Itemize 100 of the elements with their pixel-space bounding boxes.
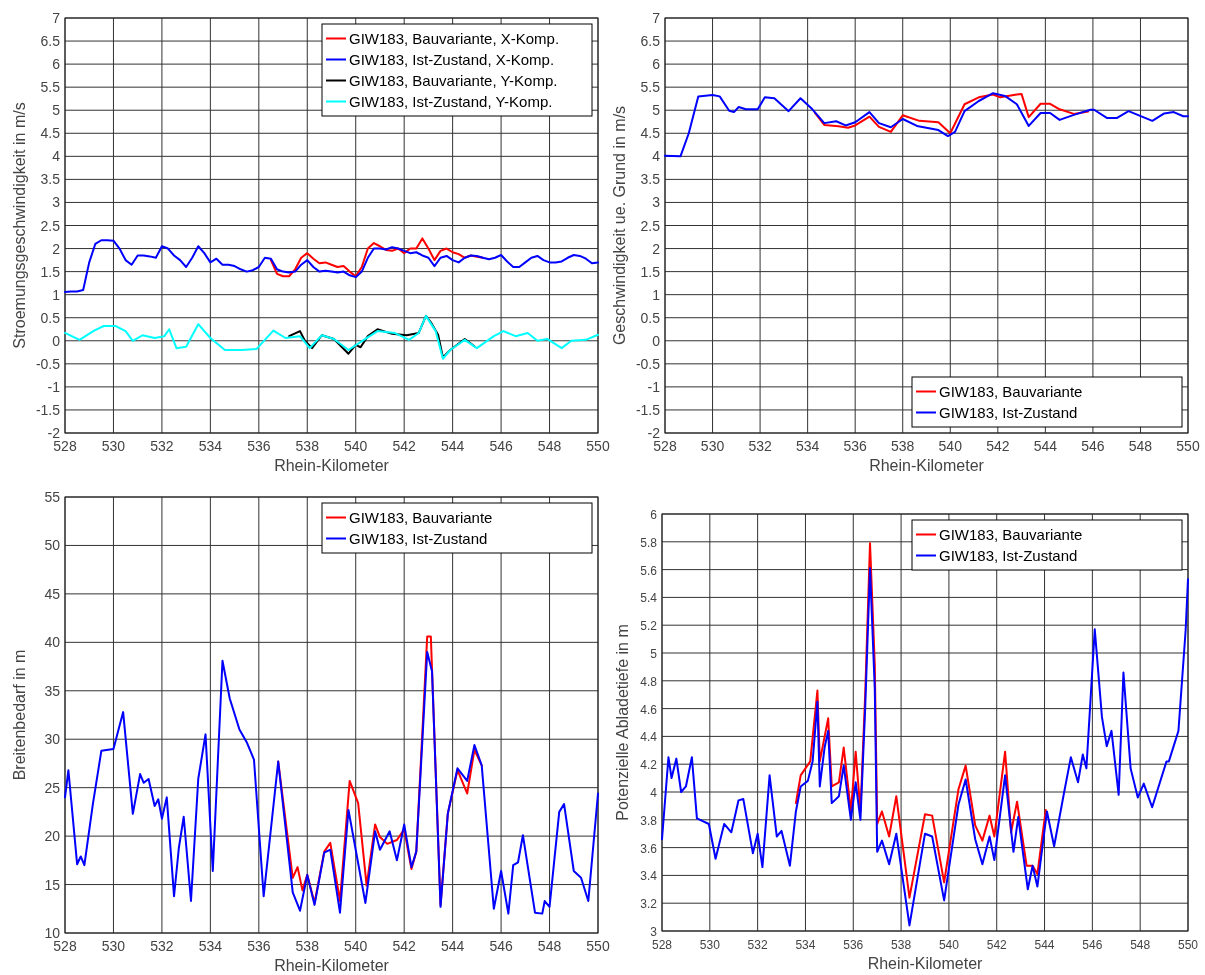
x-tick-label: 528 — [53, 438, 77, 454]
y-tick-label: 10 — [44, 925, 61, 941]
line-series — [664, 92, 1189, 158]
x-tick-label: 530 — [101, 438, 126, 454]
x-tick-label: 528 — [653, 438, 677, 454]
y-tick-label: 4.2 — [640, 758, 658, 773]
x-tick-label: 536 — [843, 438, 868, 454]
line-series — [64, 651, 599, 915]
x-tick-label: 542 — [392, 938, 417, 954]
line-series — [269, 237, 484, 278]
y-tick-label: 40 — [44, 634, 61, 651]
x-tick-label: 544 — [440, 938, 465, 954]
x-tick-label: 544 — [1034, 938, 1055, 952]
x-tick-label: 530 — [700, 438, 725, 454]
y-tick-label: 35 — [44, 682, 61, 699]
y-tick-label: 15 — [44, 876, 61, 893]
y-tick-label: 5.5 — [640, 79, 661, 96]
x-tick-label: 550 — [1177, 938, 1199, 952]
y-tick-label: 55 — [44, 489, 61, 505]
y-axis-title: Stroemungsgeschwindigkeit in m/s — [11, 102, 28, 349]
legend-label: GIW183, Bauvariante — [349, 508, 493, 526]
y-tick-label: 5 — [650, 647, 658, 661]
x-tick-label: 534 — [198, 438, 223, 454]
y-tick-label: 4 — [652, 148, 661, 165]
x-tick-label: 538 — [891, 938, 912, 952]
x-tick-label: 528 — [53, 938, 77, 954]
y-tick-label: 30 — [44, 731, 61, 748]
x-tick-label: 550 — [586, 438, 610, 454]
legend-label: GIW183, Ist-Zustand — [939, 546, 1078, 564]
x-tick-label: 548 — [1130, 938, 1151, 952]
x-tick-label: 540 — [938, 438, 963, 454]
y-tick-label: 6 — [52, 56, 61, 73]
x-tick-label: 546 — [489, 938, 513, 954]
y-tick-label: 5 — [52, 102, 61, 119]
y-tick-label: 0.5 — [40, 309, 61, 326]
x-axis-title: Rhein-Kilometer — [869, 457, 985, 474]
y-axis-title: Geschwindigkeit ue. Grund in m/s — [611, 105, 628, 346]
y-tick-label: 2 — [652, 240, 661, 257]
legend-label: GIW183, Bauvariante, Y-Komp. — [349, 71, 558, 89]
y-tick-label: 4.8 — [640, 674, 658, 689]
x-axis-title: Rhein-Kilometer — [274, 957, 390, 974]
x-tick-label: 542 — [986, 938, 1008, 952]
x-tick-label: 544 — [440, 438, 465, 454]
x-tick-label: 540 — [938, 938, 960, 952]
y-tick-label: 1.5 — [40, 263, 61, 280]
x-tick-label: 538 — [891, 438, 915, 454]
x-tick-label: 538 — [295, 938, 320, 954]
y-tick-label: 45 — [44, 585, 61, 602]
x-tick-label: 534 — [198, 938, 223, 954]
x-tick-label: 542 — [986, 438, 1010, 454]
y-tick-label: 50 — [44, 537, 61, 554]
y-tick-label: 6.5 — [40, 33, 61, 50]
y-tick-label: 1 — [52, 286, 61, 303]
y-tick-label: 3.4 — [640, 869, 658, 884]
x-tick-label: 544 — [1033, 438, 1058, 454]
y-tick-label: -1 — [47, 378, 61, 395]
y-tick-label: -2 — [47, 425, 61, 441]
y-tick-label: 6 — [652, 56, 661, 73]
y-tick-label: 3.5 — [40, 171, 61, 188]
x-tick-label: 550 — [1176, 438, 1200, 454]
legend-label: GIW183, Bauvariante — [939, 525, 1083, 543]
y-tick-label: 4 — [650, 786, 658, 800]
legend-label: GIW183, Bauvariante, X-Komp. — [349, 29, 560, 47]
x-tick-label: 540 — [344, 938, 368, 954]
x-tick-label: 542 — [392, 438, 417, 454]
y-tick-label: 3.2 — [640, 897, 658, 912]
x-axis-title: Rhein-Kilometer — [867, 955, 984, 972]
y-tick-label: 1 — [652, 286, 661, 303]
x-tick-label: 530 — [699, 938, 721, 952]
y-tick-label: 3 — [52, 194, 61, 211]
y-tick-label: 5.2 — [640, 619, 658, 634]
x-axis-title: Rhein-Kilometer — [274, 457, 390, 474]
y-tick-label: 5 — [652, 102, 661, 119]
x-tick-label: 548 — [537, 438, 562, 454]
x-tick-label: 538 — [295, 438, 320, 454]
y-tick-label: -0.5 — [35, 355, 61, 372]
x-tick-label: 528 — [651, 938, 673, 952]
y-tick-label: 0 — [52, 332, 61, 349]
line-series — [661, 567, 1189, 927]
y-tick-label: -1 — [647, 378, 661, 395]
y-tick-label: 4.5 — [640, 125, 661, 142]
y-tick-label: 2.5 — [40, 217, 61, 234]
y-axis-title: Potenzielle Abladetiefe in m — [614, 624, 631, 821]
y-tick-label: 4.5 — [40, 125, 61, 142]
x-tick-label: 534 — [795, 938, 816, 952]
x-tick-label: 534 — [795, 438, 820, 454]
y-tick-label: 3.8 — [640, 813, 658, 828]
legend-label: GIW183, Ist-Zustand, X-Komp. — [349, 50, 555, 68]
y-axis-title: Breitenbedarf in m — [11, 649, 28, 781]
y-tick-label: 1.5 — [640, 263, 661, 280]
x-tick-label: 540 — [344, 438, 368, 454]
y-tick-label: 5.6 — [640, 563, 658, 578]
y-tick-label: 4 — [52, 148, 61, 165]
line-series — [64, 314, 599, 360]
y-tick-label: 7 — [52, 10, 61, 26]
y-tick-label: -1.5 — [35, 401, 61, 418]
x-tick-label: 546 — [1081, 438, 1105, 454]
y-tick-label: 20 — [44, 828, 61, 845]
legend-label: GIW183, Ist-Zustand, Y-Komp. — [349, 92, 553, 110]
y-tick-label: 3 — [652, 194, 661, 211]
